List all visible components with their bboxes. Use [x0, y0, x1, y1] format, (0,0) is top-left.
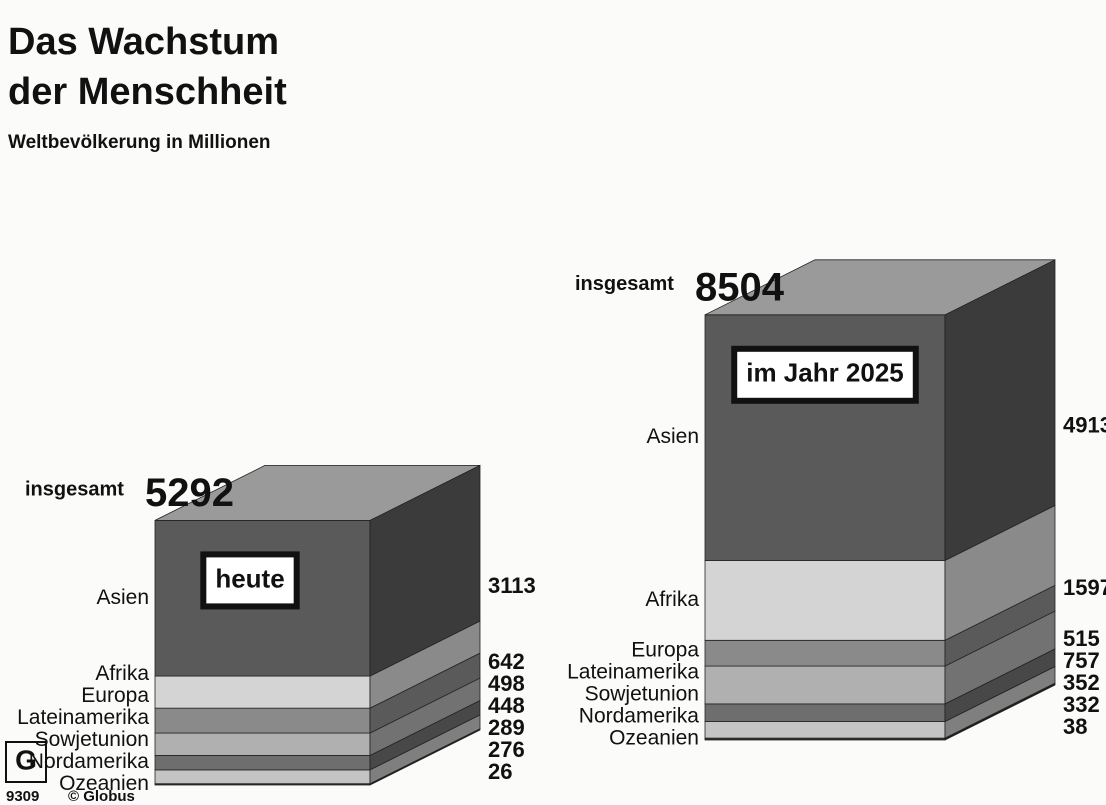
value-label: 448 — [488, 693, 525, 718]
segment-front — [705, 722, 945, 739]
series-name: Asien — [96, 586, 149, 609]
segment-front — [155, 676, 370, 708]
value-label: 515 — [1063, 626, 1100, 651]
segment-front — [155, 708, 370, 733]
series-name: Nordamerika — [29, 750, 150, 773]
category-label: im Jahr 2025 — [746, 358, 904, 388]
series-name: Afrika — [645, 588, 699, 611]
series-name: Ozeanien — [59, 772, 149, 795]
series-name: Afrika — [95, 662, 149, 685]
series-name: Sowjetunion — [585, 683, 699, 706]
series-name: Asien — [646, 425, 699, 448]
value-label: 276 — [488, 737, 525, 762]
series-name: Sowjetunion — [35, 728, 149, 751]
segment-front — [155, 755, 370, 769]
value-label: 498 — [488, 671, 525, 696]
value-label: 4913 — [1063, 412, 1106, 437]
value-label: 352 — [1063, 670, 1100, 695]
segment-front — [155, 770, 370, 784]
value-label: 1597 — [1063, 575, 1106, 600]
value-label: 3113 — [488, 573, 536, 598]
series-name: Lateinamerika — [17, 706, 149, 729]
code: 9309 — [6, 788, 39, 805]
value-label: 289 — [488, 715, 525, 740]
value-label: 332 — [1063, 692, 1100, 717]
title-line: Das Wachstum — [8, 21, 279, 63]
value-label: 642 — [488, 649, 525, 674]
segment-front — [705, 640, 945, 666]
total-value: 8504 — [695, 265, 785, 309]
chart: Das Wachstum der Menschheit Weltbevölker… — [0, 0, 1106, 805]
total-label: insgesamt — [25, 479, 124, 501]
segment-front — [155, 733, 370, 755]
total-value: 5292 — [145, 471, 234, 515]
value-label: 38 — [1063, 714, 1087, 739]
segment-front — [705, 704, 945, 722]
series-name: Ozeanien — [609, 727, 699, 750]
series-name: Europa — [81, 684, 149, 707]
series-name: Nordamerika — [579, 705, 700, 728]
value-label: 26 — [488, 759, 512, 784]
total-label: insgesamt — [575, 273, 674, 295]
category-label: heute — [215, 563, 284, 593]
segment-front — [705, 560, 945, 640]
value-label: 757 — [1063, 648, 1100, 673]
series-name: Lateinamerika — [567, 661, 699, 684]
segment-front — [705, 666, 945, 704]
subtitle: Weltbevölkerung in Millionen — [8, 132, 271, 153]
series-name: Europa — [631, 639, 699, 662]
title-line: der Menschheit — [8, 71, 287, 113]
